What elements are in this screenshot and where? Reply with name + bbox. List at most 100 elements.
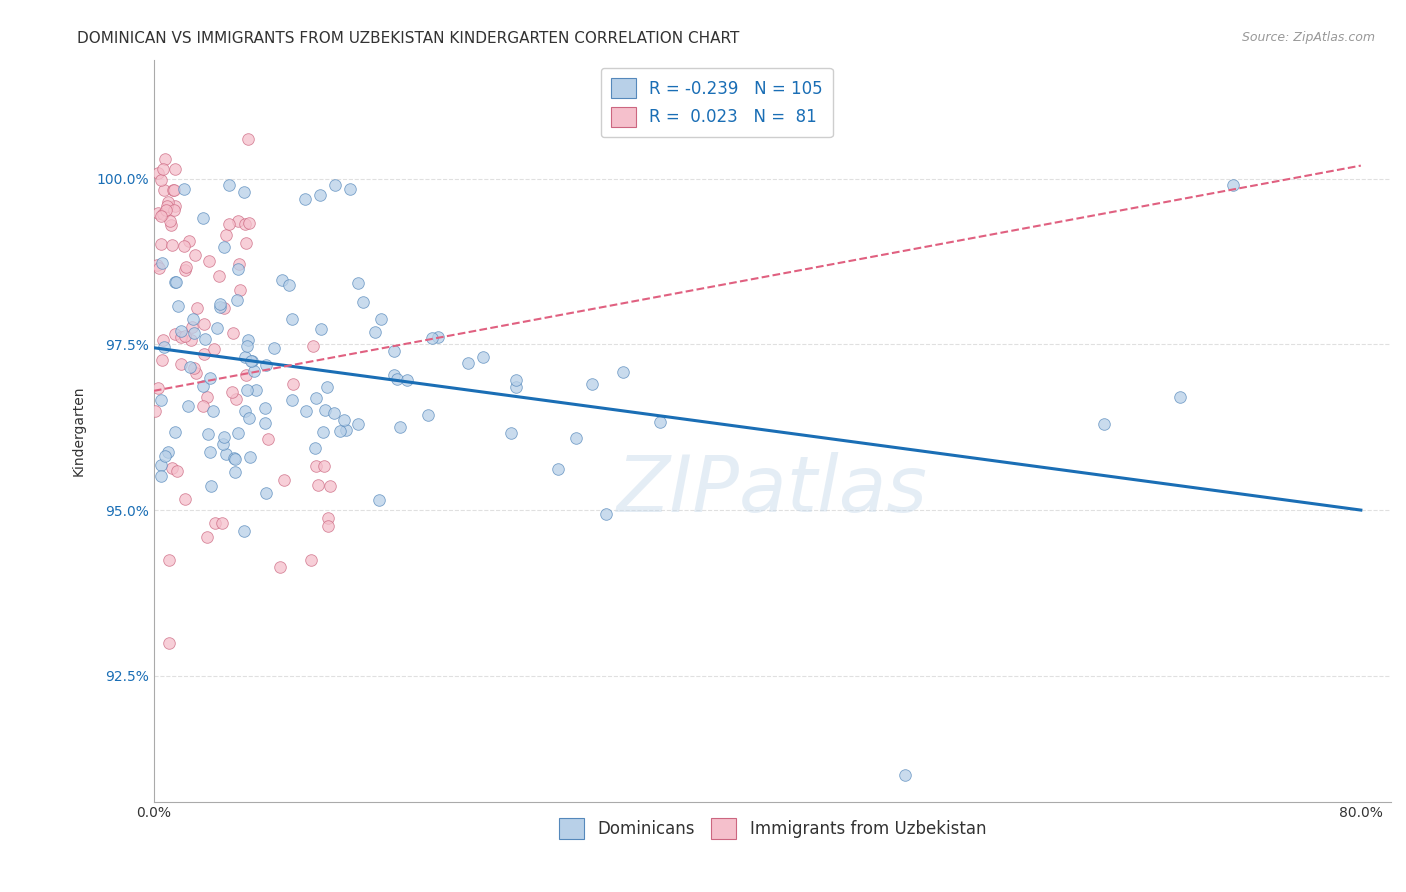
Point	[257, 432, 280, 446]
Point	[195, 390, 218, 404]
Point	[224, 465, 246, 479]
Point	[240, 354, 263, 368]
Point	[382, 368, 405, 383]
Point	[183, 312, 205, 326]
Point	[193, 317, 215, 331]
Point	[323, 178, 346, 193]
Point	[236, 132, 259, 146]
Point	[312, 459, 335, 474]
Point	[302, 339, 325, 353]
Point	[169, 357, 191, 371]
Point	[156, 199, 179, 213]
Point	[173, 181, 195, 195]
Point	[505, 380, 527, 394]
Point	[457, 356, 479, 370]
Point	[153, 183, 176, 197]
Point	[177, 234, 200, 248]
Point	[254, 401, 277, 415]
Point	[165, 326, 187, 341]
Point	[177, 400, 200, 414]
Point	[236, 339, 259, 353]
Point	[146, 206, 169, 220]
Point	[347, 417, 370, 431]
Point	[148, 260, 170, 275]
Point	[143, 404, 166, 418]
Point	[166, 299, 188, 313]
Point	[221, 384, 243, 399]
Point	[193, 346, 215, 360]
Point	[565, 431, 588, 445]
Point	[263, 341, 285, 355]
Point	[152, 333, 174, 347]
Point	[149, 209, 172, 223]
Point	[238, 215, 260, 229]
Point	[501, 425, 523, 440]
Point	[157, 553, 180, 567]
Point	[162, 183, 184, 197]
Point	[173, 492, 195, 507]
Point	[316, 380, 339, 394]
Point	[165, 275, 187, 289]
Point	[472, 351, 495, 365]
Point	[305, 391, 328, 405]
Point	[146, 258, 169, 272]
Point	[163, 202, 186, 217]
Point	[420, 331, 443, 345]
Point	[149, 173, 172, 187]
Point	[304, 441, 326, 455]
Point	[243, 364, 266, 378]
Point	[204, 516, 226, 530]
Point	[191, 379, 214, 393]
Legend: Dominicans, Immigrants from Uzbekistan: Dominicans, Immigrants from Uzbekistan	[553, 812, 993, 846]
Point	[363, 325, 385, 339]
Point	[150, 468, 173, 483]
Point	[273, 474, 295, 488]
Point	[146, 381, 169, 395]
Point	[316, 511, 339, 525]
Point	[218, 178, 240, 193]
Point	[299, 553, 322, 567]
Point	[150, 353, 173, 368]
Point	[382, 344, 405, 359]
Point	[160, 460, 183, 475]
Point	[235, 235, 257, 250]
Point	[183, 326, 205, 340]
Point	[612, 365, 634, 379]
Point	[254, 486, 277, 500]
Point	[212, 301, 235, 315]
Point	[226, 262, 249, 277]
Point	[208, 269, 231, 284]
Point	[225, 293, 247, 307]
Point	[894, 768, 917, 782]
Point	[180, 333, 202, 347]
Point	[160, 238, 183, 252]
Point	[322, 406, 344, 420]
Point	[149, 237, 172, 252]
Point	[312, 425, 335, 439]
Point	[181, 319, 204, 334]
Point	[150, 393, 173, 408]
Point	[283, 377, 305, 392]
Point	[176, 260, 198, 274]
Point	[165, 425, 187, 439]
Point	[245, 383, 267, 397]
Point	[201, 404, 224, 418]
Point	[238, 410, 260, 425]
Point	[294, 192, 316, 206]
Point	[211, 437, 233, 451]
Point	[153, 449, 176, 463]
Point	[215, 447, 238, 461]
Point	[166, 464, 188, 478]
Point	[352, 295, 374, 310]
Point	[179, 359, 201, 374]
Point	[240, 354, 263, 368]
Point	[333, 413, 356, 427]
Point	[194, 332, 217, 346]
Point	[316, 518, 339, 533]
Point	[281, 393, 304, 408]
Point	[232, 524, 254, 539]
Point	[170, 329, 193, 343]
Point	[309, 322, 332, 336]
Point	[195, 531, 218, 545]
Point	[152, 162, 174, 177]
